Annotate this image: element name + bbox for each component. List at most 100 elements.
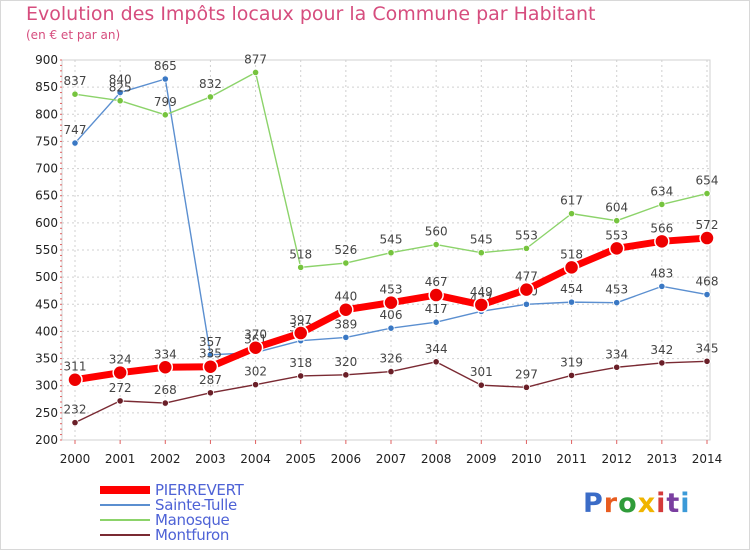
data-point-manosque — [567, 210, 576, 218]
x-tick-label: 2011 — [556, 452, 587, 466]
x-tick-label: 2001 — [105, 452, 136, 466]
data-point-sainte-tulle — [567, 298, 576, 306]
data-point-pierrevert — [112, 364, 128, 381]
y-tick-label: 750 — [35, 134, 58, 148]
data-label-pierrevert: 518 — [560, 247, 583, 261]
data-label-montfuron: 334 — [605, 347, 628, 361]
x-tick-label: 2010 — [511, 452, 542, 466]
y-tick-label: 550 — [35, 243, 58, 257]
data-point-sainte-tulle — [342, 333, 350, 341]
data-label-manosque: 560 — [425, 225, 448, 239]
data-point-manosque — [206, 93, 215, 101]
data-point-montfuron — [387, 367, 395, 376]
data-point-montfuron — [658, 359, 666, 367]
data-label-manosque: 545 — [380, 233, 403, 247]
data-point-montfuron — [71, 419, 79, 427]
data-label-montfuron: 272 — [109, 381, 132, 395]
data-point-manosque — [251, 68, 260, 77]
data-label-manosque: 526 — [334, 243, 357, 257]
data-point-pierrevert — [654, 233, 670, 250]
data-point-sainte-tulle — [71, 139, 79, 147]
data-label-manosque: 825 — [109, 81, 132, 95]
y-tick-label: 250 — [35, 406, 58, 420]
x-tick-label: 2013 — [647, 452, 678, 466]
data-point-pierrevert — [202, 358, 219, 375]
data-point-sainte-tulle — [613, 299, 621, 307]
data-label-pierrevert: 324 — [109, 353, 132, 367]
legend-label: PIERREVERT — [155, 481, 244, 499]
data-point-manosque — [432, 240, 440, 249]
data-label-sainte-tulle: 406 — [380, 308, 403, 322]
data-point-sainte-tulle — [116, 88, 124, 97]
data-label-manosque: 799 — [154, 95, 177, 109]
logo-letter: i — [680, 488, 691, 519]
data-label-manosque: 877 — [244, 52, 267, 66]
data-label-montfuron: 320 — [334, 355, 357, 369]
data-point-manosque — [297, 263, 305, 271]
data-point-sainte-tulle — [387, 324, 395, 332]
legend-swatch — [100, 519, 150, 521]
data-label-montfuron: 232 — [64, 403, 87, 417]
data-label-sainte-tulle: 840 — [109, 73, 132, 87]
y-tick-label: 400 — [35, 324, 58, 338]
data-point-pierrevert — [157, 359, 174, 376]
y-tick-label: 800 — [35, 107, 58, 121]
y-tick-label: 600 — [35, 216, 58, 230]
data-point-montfuron — [251, 381, 260, 389]
data-label-montfuron: 342 — [650, 343, 673, 357]
y-tick-label: 200 — [35, 433, 58, 447]
data-point-sainte-tulle — [658, 282, 666, 290]
data-point-montfuron — [342, 371, 350, 379]
data-point-montfuron — [613, 363, 621, 371]
data-label-sainte-tulle: 865 — [154, 59, 177, 73]
data-label-manosque: 832 — [199, 77, 222, 91]
legend-swatch — [100, 486, 150, 494]
data-label-sainte-tulle: 389 — [334, 317, 357, 331]
data-label-pierrevert: 397 — [289, 313, 312, 327]
legend-label: Sainte-Tulle — [155, 496, 237, 514]
logo-letter: P — [583, 488, 604, 519]
logo-letter: i — [656, 488, 667, 519]
x-tick-label: 2005 — [285, 452, 316, 466]
data-label-sainte-tulle: 417 — [425, 302, 448, 316]
x-tick-label: 2003 — [195, 452, 226, 466]
data-point-sainte-tulle — [522, 300, 531, 308]
x-tick-label: 2000 — [60, 452, 91, 466]
data-label-montfuron: 318 — [289, 356, 312, 370]
data-label-sainte-tulle: 747 — [64, 123, 87, 137]
data-point-manosque — [342, 259, 350, 267]
x-tick-label: 2009 — [466, 452, 497, 466]
data-label-montfuron: 301 — [470, 365, 493, 379]
y-tick-label: 450 — [35, 297, 58, 311]
data-label-pierrevert: 566 — [650, 221, 673, 235]
data-point-manosque — [71, 90, 79, 98]
data-label-pierrevert: 334 — [154, 347, 177, 361]
data-point-pierrevert — [292, 325, 309, 341]
data-point-pierrevert — [338, 301, 354, 318]
data-label-manosque: 604 — [605, 201, 628, 215]
data-label-pierrevert: 335 — [199, 347, 222, 361]
data-point-pierrevert — [428, 287, 444, 303]
data-point-montfuron — [477, 381, 485, 389]
data-label-manosque: 617 — [560, 194, 583, 208]
data-label-montfuron: 345 — [696, 341, 719, 355]
x-tick-label: 2014 — [692, 452, 723, 466]
data-point-pierrevert — [67, 371, 83, 388]
data-label-manosque: 654 — [696, 174, 719, 188]
data-label-montfuron: 268 — [154, 383, 177, 397]
data-point-manosque — [613, 217, 621, 225]
data-point-sainte-tulle — [703, 290, 711, 299]
data-point-pierrevert — [699, 230, 715, 246]
chart-subtitle: (en € et par an) — [26, 28, 121, 42]
data-point-pierrevert — [383, 294, 399, 311]
data-label-sainte-tulle: 483 — [650, 266, 673, 280]
data-label-sainte-tulle: 357 — [199, 335, 222, 349]
data-point-montfuron — [297, 372, 305, 380]
data-label-sainte-tulle: 454 — [560, 282, 583, 296]
x-tick-label: 2004 — [240, 452, 271, 466]
data-point-manosque — [387, 249, 395, 257]
proxiti-logo: Proxiti — [583, 488, 691, 519]
y-tick-label: 900 — [35, 53, 58, 67]
logo-letter: o — [618, 488, 638, 519]
